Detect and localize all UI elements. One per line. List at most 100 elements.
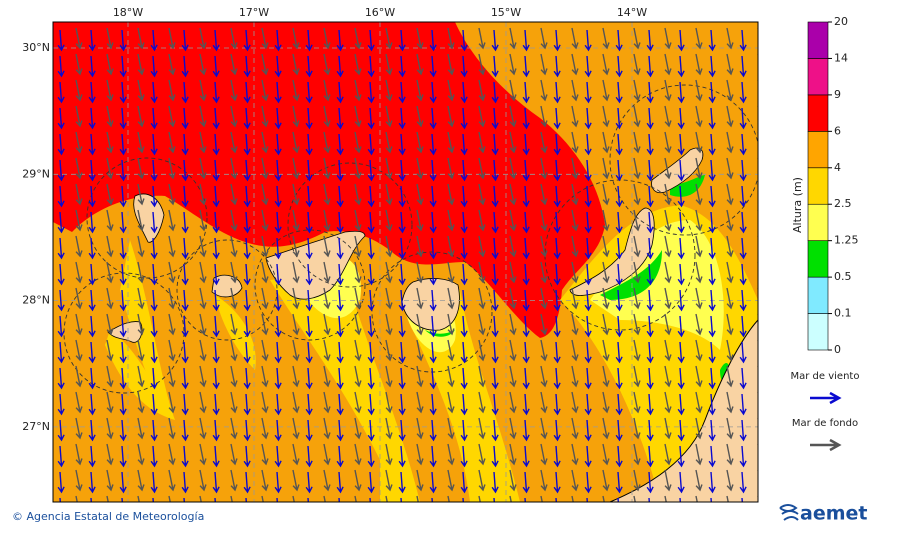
swell-arrow <box>540 157 548 180</box>
wind-sea-arrow <box>708 263 716 286</box>
swell-arrow <box>695 313 703 336</box>
swell-arrow <box>75 79 83 102</box>
swell-arrow <box>416 391 424 414</box>
wind-sea-arrow <box>305 471 313 494</box>
wind-sea-arrow <box>119 159 127 182</box>
legend-label: Mar de viento <box>791 371 860 382</box>
wind-sea-arrow <box>398 315 406 338</box>
wind-sea-arrow <box>460 133 468 156</box>
swell-arrow <box>416 495 419 502</box>
swell-arrow <box>478 261 486 284</box>
wind-sea-arrow <box>522 471 530 494</box>
swell-arrow <box>261 79 269 102</box>
wind-sea-arrow <box>710 497 713 502</box>
logo-icon <box>779 504 799 521</box>
swell-arrow <box>230 209 238 232</box>
swell-arrow <box>416 131 424 154</box>
wind-sea-arrow <box>708 315 716 338</box>
wind-sea-arrow <box>398 81 406 104</box>
swell-arrow <box>292 339 300 362</box>
swell-arrow <box>447 209 455 232</box>
swell-arrow <box>416 339 424 362</box>
dashed-circle <box>287 162 413 288</box>
wind-sea-arrow <box>305 393 313 416</box>
swell-arrow <box>602 79 610 102</box>
wind-sea-arrow <box>646 289 654 312</box>
wind-sea-arrow <box>460 393 468 416</box>
swell-arrow <box>633 391 641 414</box>
swell-arrow <box>137 131 145 154</box>
colorbar-bin <box>807 203 829 241</box>
wind-sea-arrow <box>584 419 592 442</box>
swell-arrow <box>509 313 517 336</box>
swell-arrow <box>602 417 610 440</box>
wind-sea-arrow <box>119 367 127 390</box>
swell-arrow <box>137 391 145 414</box>
swell-arrow <box>478 183 486 206</box>
wind-sea-arrow <box>305 81 313 104</box>
swell-arrow <box>106 391 114 414</box>
wind-sea-arrow <box>367 55 375 78</box>
wind-sea-arrow <box>398 289 406 312</box>
swell-arrow <box>726 261 734 284</box>
swell-arrow <box>509 209 517 232</box>
wind-sea-arrow <box>708 445 716 468</box>
swell-arrow <box>664 157 672 180</box>
wind-sea-arrow <box>150 81 158 104</box>
wind-sea-arrow <box>212 315 220 338</box>
wind-sea-arrow <box>150 367 158 390</box>
wind-sea-arrow <box>367 341 375 364</box>
swell-arrow <box>602 391 610 414</box>
wind-sea-arrow <box>646 81 654 104</box>
wind-sea-arrow <box>646 315 654 338</box>
swell-arrow <box>106 339 114 362</box>
wind-sea-arrow <box>243 55 251 78</box>
swell-arrow <box>292 157 300 180</box>
wind-sea-arrow <box>584 29 592 52</box>
wind-sea-arrow <box>367 159 375 182</box>
wind-sea-arrow <box>367 185 375 208</box>
wind-sea-arrow <box>305 159 313 182</box>
swell-arrow <box>416 313 424 336</box>
swell-arrow <box>230 495 233 502</box>
swell-arrow <box>416 157 424 180</box>
wind-sea-arrow <box>274 133 282 156</box>
wind-sea-arrow <box>584 289 592 312</box>
swell-arrow <box>385 53 393 76</box>
wind-sea-arrow <box>150 237 158 260</box>
colorbar-tick-label: 0.5 <box>834 270 852 283</box>
wind-sea-arrow <box>493 497 496 502</box>
wind-sea-arrow <box>677 315 685 338</box>
wind-sea-arrow <box>677 185 685 208</box>
wind-sea-arrow <box>274 367 282 390</box>
swell-arrow <box>137 443 145 466</box>
colorbar-bin <box>807 94 829 132</box>
wind-sea-arrow <box>615 471 623 494</box>
swell-arrow <box>540 443 548 466</box>
wind-sea-arrow <box>119 341 127 364</box>
swell-arrow <box>664 365 672 388</box>
wind-sea-arrow <box>119 55 127 78</box>
swell-arrow <box>261 417 269 440</box>
wind-sea-arrow <box>646 445 654 468</box>
wind-sea-arrow <box>398 55 406 78</box>
swell-arrow <box>478 235 486 258</box>
island-gran-canaria <box>401 278 460 331</box>
wind-sea-arrow <box>243 445 251 468</box>
swell-arrow <box>323 131 331 154</box>
wind-sea-arrow <box>677 445 685 468</box>
wind-sea-arrow <box>553 55 561 78</box>
swell-arrow <box>354 105 362 128</box>
wind-sea-arrow <box>150 185 158 208</box>
wind-sea-arrow <box>336 81 344 104</box>
swell-arrow <box>106 313 114 336</box>
wind-sea-arrow <box>57 419 65 442</box>
swell-arrow <box>323 105 331 128</box>
wind-sea-arrow <box>181 185 189 208</box>
swell-arrow <box>385 235 393 258</box>
wind-sea-arrow <box>243 289 251 312</box>
swell-arrow <box>571 495 574 502</box>
swell-arrow <box>354 183 362 206</box>
wind-sea-arrow <box>429 81 437 104</box>
